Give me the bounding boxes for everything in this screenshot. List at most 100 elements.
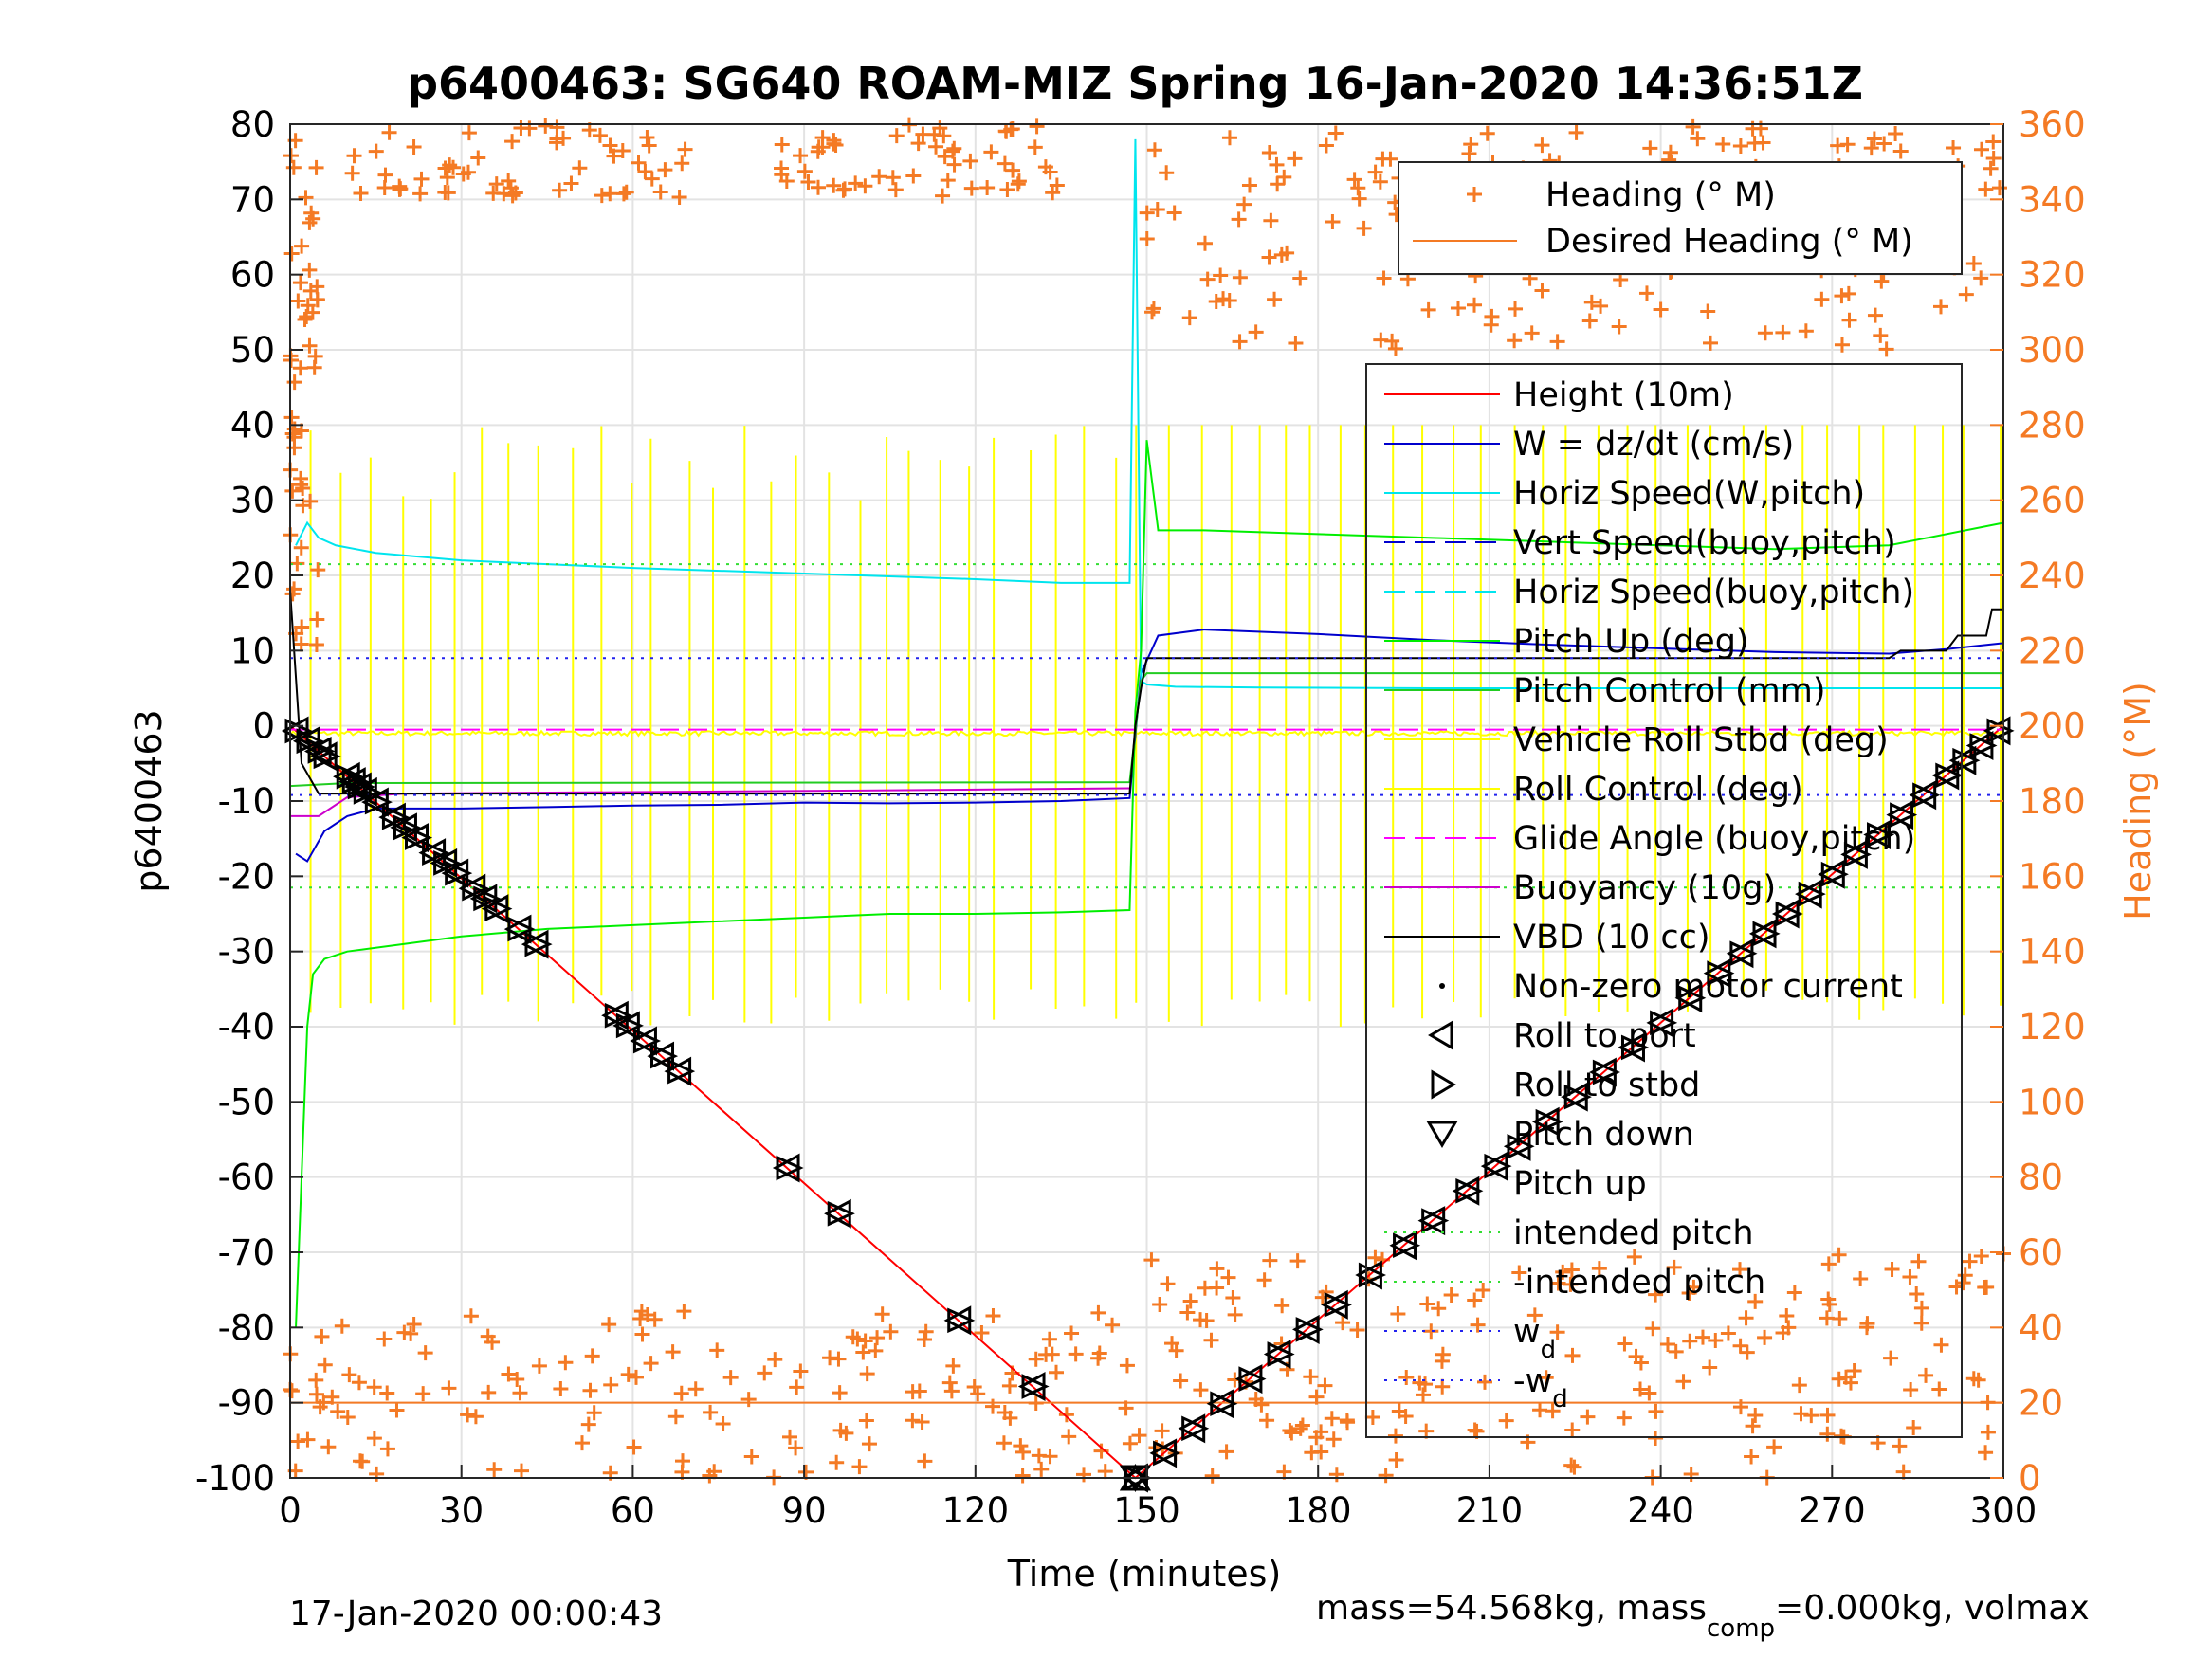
roll-to-stbd-marker [1707,960,1735,986]
vehicle-roll-stbd-line [289,729,2004,738]
roll-to-stbd-marker [445,860,473,886]
roll-to-stbd-marker [1393,1232,1421,1259]
roll-to-stbd-marker [1912,782,1941,809]
x-tick-label: 0 [279,1490,302,1531]
legend-dot [1439,983,1445,989]
roll-to-stbd-marker [1843,842,1872,867]
legend-roll-stbd [1431,1069,1456,1100]
roll-to-stbd-marker [632,1028,662,1054]
legend-heading-symbol [1467,187,1482,202]
y-tick-label: 50 [230,330,275,371]
y2-tick-label: 40 [2019,1307,2063,1348]
roll-to-stbd-marker [1238,1366,1267,1392]
heading-points [1143,1246,2011,1486]
y-tick-label: 10 [230,630,275,671]
series-horiz-speed-w-pitch- [295,138,2003,689]
legend-label: VBD (10 cc) [1513,919,1710,957]
roll-to-stbd-marker [1798,881,1826,907]
roll-to-stbd-marker [364,789,393,815]
x-tick-label: 240 [1627,1490,1694,1531]
y-tick-label: 30 [230,481,275,521]
roll-to-stbd-marker [1592,1059,1620,1085]
legend-heading-label: Heading (° M) [1545,176,1776,214]
roll-to-stbd-marker [524,931,553,957]
y-axis-ticks: 80 70 60 50 40 30 20 10 0 -10 -20 -30 -40 -50 -60 -70 -8… [195,104,303,1499]
y-tick-label: -20 [218,856,275,897]
y-tick-label: -100 [195,1458,275,1499]
roll-to-stbd-marker [1729,940,1758,967]
x-tick-label: 150 [1113,1490,1180,1531]
y-tick-label: 60 [230,255,275,296]
legend-label: Pitch Up (deg) [1513,623,1749,661]
y2-tick-label: 200 [2019,706,2086,747]
legend-label: -intended pitch [1513,1264,1765,1302]
roll-to-stbd-marker [1820,861,1849,887]
roll-to-stbd-marker [1752,921,1781,947]
y-tick-label: -70 [218,1232,275,1273]
x-tick-label: 120 [941,1490,1009,1531]
y-tick-label: 40 [230,405,275,446]
x-tick-label: 300 [1970,1490,2038,1531]
roll-to-stbd-marker [1324,1291,1352,1318]
main-legend: Height (10m) W = dz/dt (cm/s) Horiz Speed(… [1365,363,1963,1438]
roll-to-stbd-marker [405,825,433,850]
x-tick-label: 270 [1799,1490,1866,1531]
legend-label: Buoyancy (10g) [1513,869,1776,907]
y2-tick-label: 100 [2019,1082,2086,1122]
y-tick-label: -40 [218,1007,275,1048]
y-tick-label: 70 [230,179,275,220]
roll-to-stbd-marker [1421,1208,1450,1233]
x-tick-label: 60 [611,1490,655,1531]
y2-axis-ticks: 3603403203002802602402202001801601401201… [1990,104,2086,1499]
legend-label: Pitch up [1513,1165,1647,1203]
roll-to-stbd-marker [650,1043,679,1069]
x-axis-label: Time (minutes) [1007,1553,1282,1595]
series-w-dz-dt-cm-s- [295,629,2004,863]
roll-to-stbd-marker [484,896,513,921]
y2-tick-label: 360 [2019,104,2086,145]
y2-axis-label: Heading (°M) [2117,682,2159,921]
roll-to-stbd-marker [1153,1440,1181,1467]
roll-to-stbd-marker [947,1307,976,1334]
legend-label: W = dz/dt (cm/s) [1513,426,1794,464]
legend-label: Horiz Speed(buoy,pitch) [1513,574,1914,611]
legend-label: Horiz Speed(W,pitch) [1513,475,1865,513]
roll-to-stbd-marker [1181,1415,1210,1442]
y2-tick-label: 320 [2019,255,2086,296]
legend-label: Non-zero motor current [1513,968,1903,1006]
y2-tick-label: 20 [2019,1383,2063,1424]
y-tick-label: -80 [218,1307,275,1348]
roll-to-stbd-marker [1866,822,1895,848]
y2-tick-label: 280 [2019,405,2086,446]
legend-label: Vehicle Roll Stbd (deg) [1513,721,1889,759]
roll-to-stbd-marker [1210,1391,1238,1417]
legend-pitch-down [1426,1121,1458,1148]
roll-to-stbd-marker [776,1155,804,1181]
roll-to-stbd-marker [1484,1153,1512,1179]
footer-timestamp: 17-Jan-2020 00:00:43 [289,1595,663,1633]
y-tick-label: -50 [218,1082,275,1122]
roll-to-stbd-marker [1969,733,1998,758]
roll-to-stbd-marker [1890,802,1918,828]
roll-to-stbd-marker [1775,901,1803,927]
legend-label: Roll to port [1513,1017,1696,1055]
legend-label: Roll to stbd [1513,1066,1700,1104]
heading-points [344,118,693,205]
y-axis-label: p6400463 [128,709,170,892]
roll-to-stbd-marker [347,774,375,800]
legend-label: Vert Speed(buoy,pitch) [1513,524,1896,562]
roll-to-stbd-marker [1358,1262,1387,1288]
x-tick-label: 90 [782,1490,827,1531]
x-axis-ticks: 0 30 60 90 120 150 180 210 240 270 300 [279,1465,2037,1531]
y-tick-label: -30 [218,932,275,973]
heading-points [283,1304,1147,1486]
y2-tick-label: 60 [2019,1232,2063,1273]
roll-to-stbd-marker [313,743,341,770]
vehicle-roll-traces [289,425,2004,1027]
x-tick-label: 180 [1285,1490,1352,1531]
y2-tick-label: 300 [2019,330,2086,371]
y-tick-label: 20 [230,556,275,596]
y2-tick-label: 0 [2019,1458,2041,1499]
y-tick-label: -90 [218,1383,275,1424]
